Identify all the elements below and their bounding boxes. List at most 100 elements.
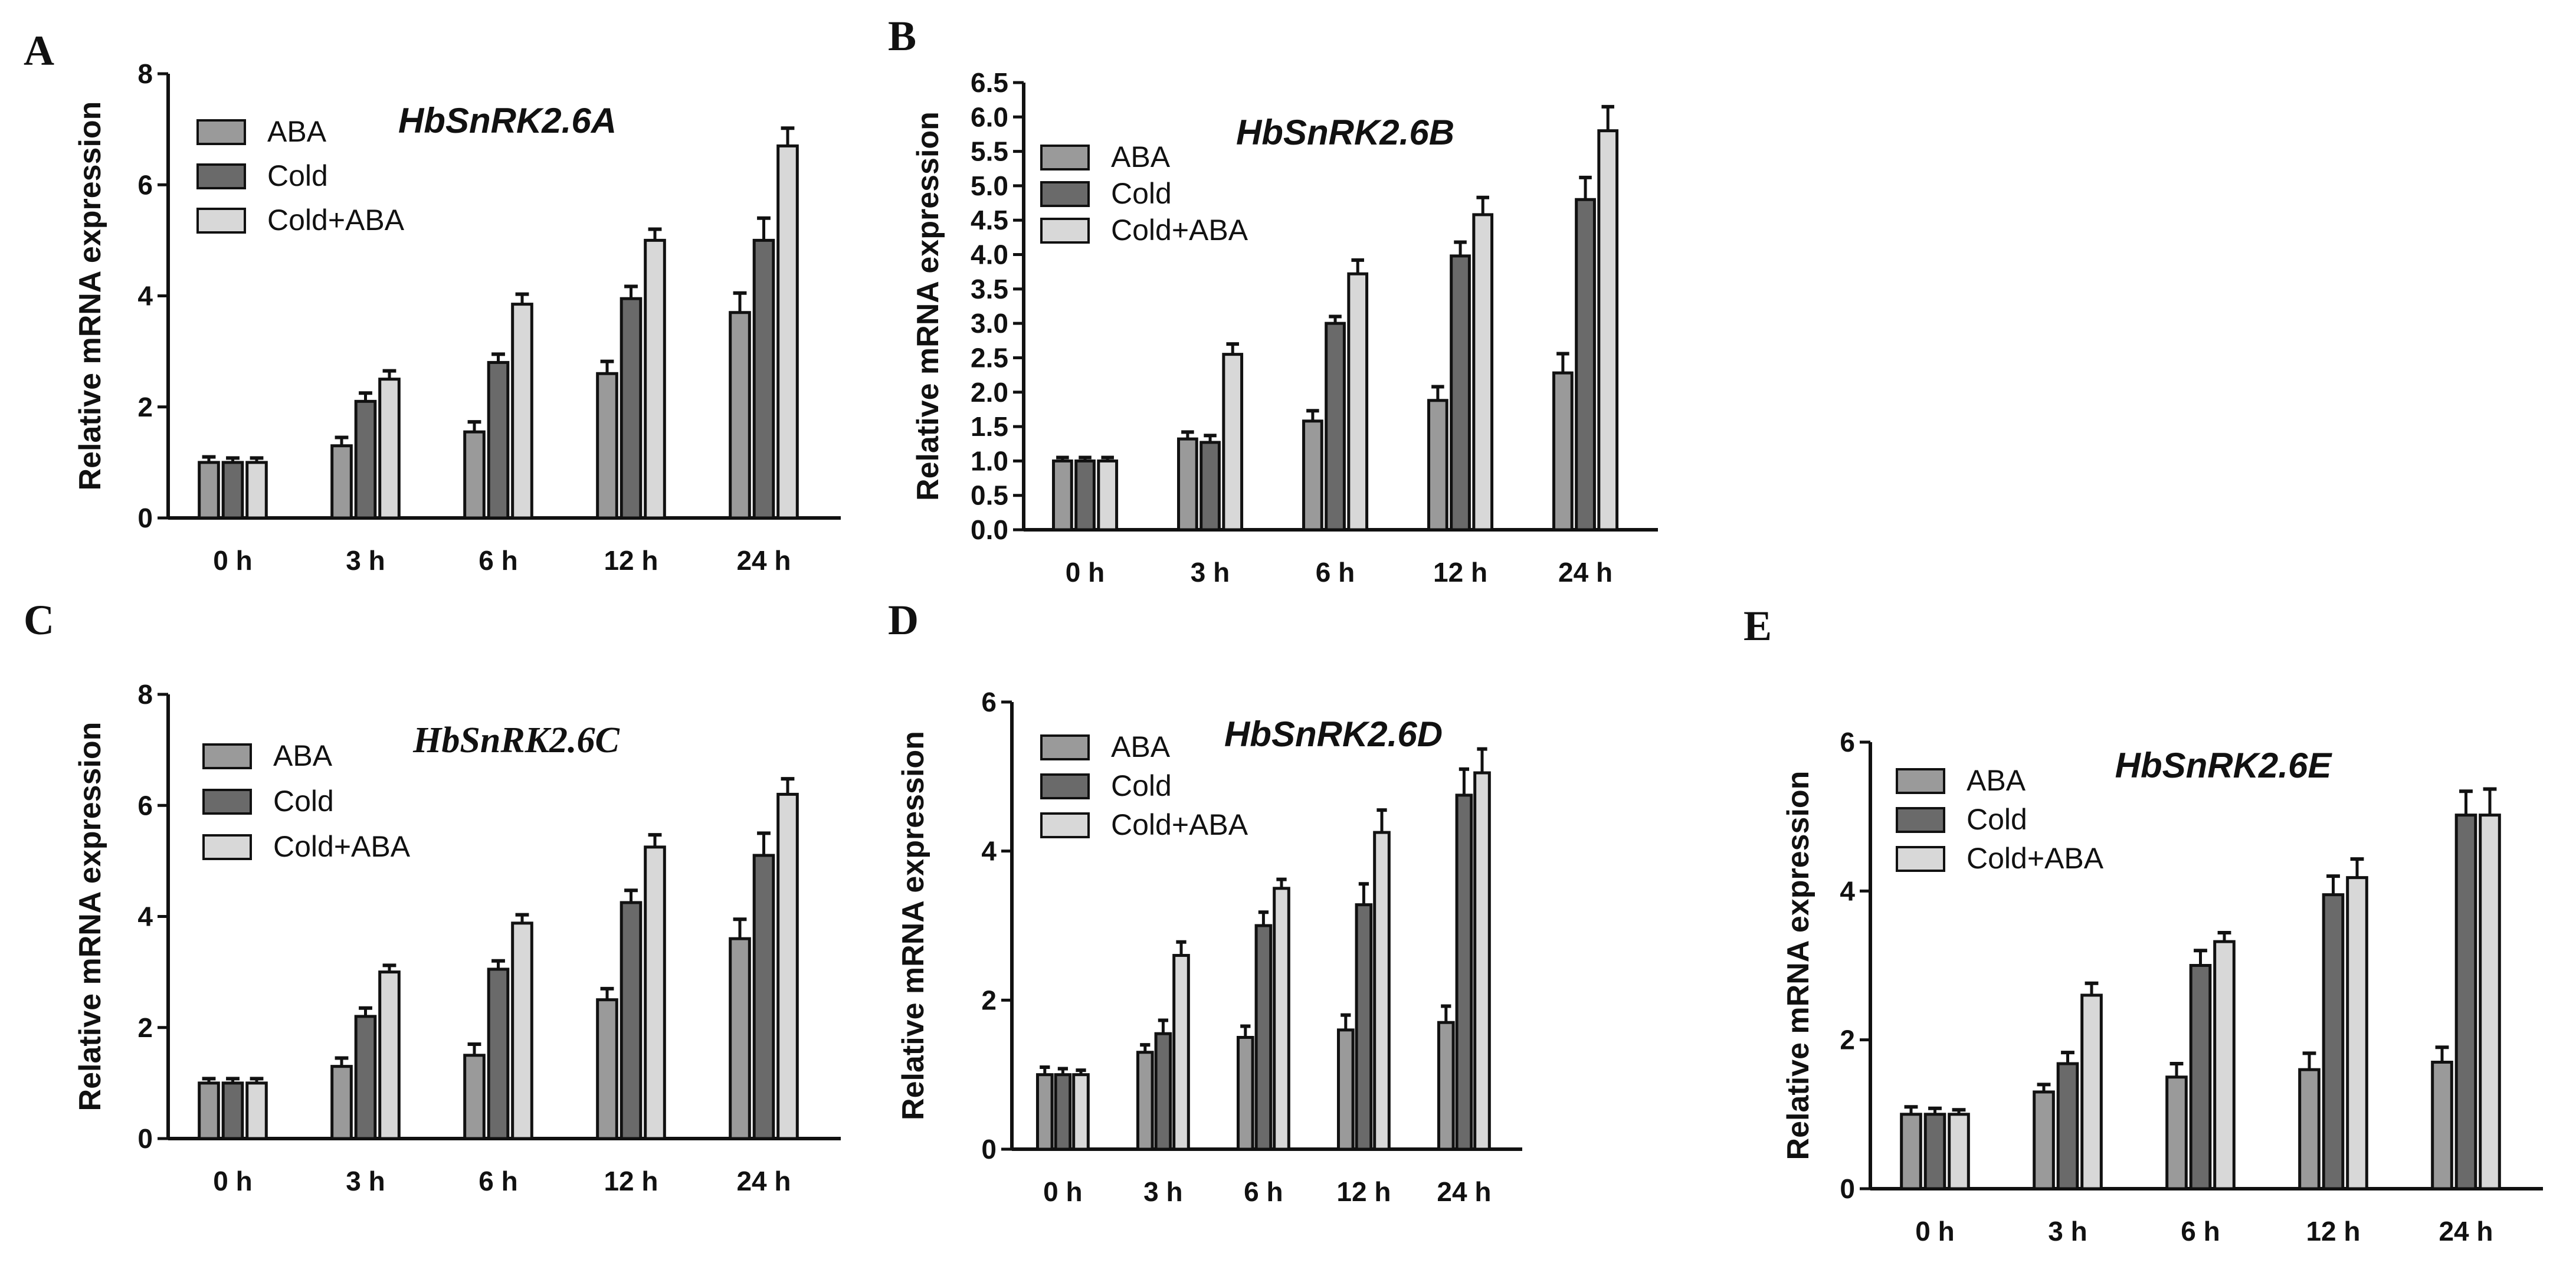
x-tick-label: 0 h	[213, 545, 252, 576]
x-tick-label: 24 h	[1558, 557, 1613, 588]
y-tick-label: 1.0	[971, 445, 1008, 476]
bar-cold	[1074, 459, 1096, 532]
y-tick-label: 1.5	[971, 411, 1008, 442]
bar-cold	[752, 238, 775, 520]
bar-aba	[1035, 1073, 1054, 1151]
bar-aba	[198, 461, 220, 520]
y-tick-label: 0	[137, 1123, 153, 1154]
bar-cold	[1355, 903, 1373, 1151]
bar-cold-aba	[378, 970, 401, 1140]
bar-cold	[1923, 1113, 1946, 1190]
bar-cold	[1325, 322, 1346, 532]
bar-cold	[1450, 254, 1471, 532]
chart-panel-b: B 0.00.5 1.01.52.0 2.53.0 3.5 4.0 4.5 5.05.5 6.0…	[888, 12, 1658, 588]
x-tick-label: 0 h	[1915, 1216, 1954, 1247]
bar-cold	[620, 297, 643, 520]
chart-title: HbSnRK2.6C	[412, 720, 620, 760]
legend-label: Cold	[267, 159, 328, 192]
bar-cold-aba	[511, 303, 533, 520]
bar-aba	[596, 372, 618, 520]
bar-aba	[330, 1065, 353, 1140]
y-tick-label: 8	[137, 58, 153, 89]
bar-aba	[729, 937, 751, 1140]
chart-title: HbSnRK2.6A	[398, 101, 617, 140]
legend-swatch	[1040, 773, 1090, 799]
legend-label: Cold	[1111, 769, 1172, 802]
legend-label: Cold+ABA	[1111, 214, 1248, 247]
legend-label: Cold	[1111, 177, 1172, 210]
legend-swatch	[196, 163, 246, 189]
x-tick-label: 3 h	[346, 1166, 385, 1196]
bar-cold-aba	[2346, 876, 2368, 1190]
legend-label: ABA	[273, 739, 333, 772]
y-tick-label: 6.0	[971, 101, 1008, 132]
bar-cold-aba	[1222, 353, 1244, 532]
legend-swatch	[1040, 734, 1090, 760]
bar-cold-aba	[1597, 129, 1619, 532]
x-tick-label: 12 h	[1433, 557, 1487, 588]
bar-aba	[1136, 1051, 1154, 1151]
bar-aba	[1552, 371, 1574, 532]
y-tick-label: 0.5	[971, 480, 1008, 511]
y-tick-label: 6	[1840, 727, 1855, 757]
y-tick-label: 2	[1840, 1025, 1855, 1055]
x-tick-label: 3 h	[1191, 557, 1230, 588]
bar-cold	[221, 1081, 244, 1140]
bar-aba	[1236, 1036, 1254, 1151]
bar-aba	[1437, 1021, 1455, 1151]
legend-label: Cold+ABA	[1111, 808, 1248, 841]
panel-letter: D	[888, 596, 919, 644]
x-tick-label: 6 h	[2181, 1216, 2220, 1247]
bar-cold	[2454, 814, 2477, 1190]
legend-label: Cold+ABA	[273, 830, 411, 863]
y-tick-label: 2	[981, 985, 997, 1015]
bar-aba	[2431, 1061, 2453, 1190]
bar-cold-aba	[378, 378, 401, 520]
x-tick-label: 12 h	[604, 545, 658, 576]
y-tick-label: 2	[137, 1012, 153, 1043]
bar-cold-aba	[1373, 831, 1391, 1151]
chart-title: HbSnRK2.6E	[2115, 746, 2333, 785]
y-tick-label: 4.5	[971, 205, 1008, 235]
x-tick-label: 3 h	[2048, 1216, 2087, 1247]
bar-cold	[1575, 198, 1596, 532]
bar-cold-aba	[245, 1081, 268, 1140]
legend-label: Cold+ABA	[267, 204, 405, 237]
bar-cold-aba	[2213, 940, 2236, 1190]
y-tick-label: 6	[981, 687, 997, 717]
legend-swatch	[196, 208, 246, 234]
legend-swatch	[1040, 812, 1090, 838]
x-tick-label: 6 h	[1244, 1176, 1283, 1207]
bar-aba	[1336, 1028, 1355, 1151]
x-tick-label: 12 h	[604, 1166, 658, 1196]
legend-swatch	[196, 119, 246, 145]
legend-swatch	[202, 743, 252, 769]
bar-aba	[2165, 1075, 2188, 1190]
y-tick-label: 4	[137, 901, 153, 932]
y-tick-label: 0	[981, 1134, 997, 1165]
bar-aba	[463, 1054, 486, 1140]
y-tick-label: 6.5	[971, 67, 1008, 98]
y-axis-label: Relative mRNA expression	[1781, 771, 1815, 1160]
panel-letter: B	[888, 12, 916, 60]
legend-swatch	[1040, 218, 1090, 244]
chart-title: HbSnRK2.6B	[1236, 113, 1454, 152]
y-tick-label: 2.5	[971, 342, 1008, 373]
bar-aba	[2033, 1090, 2055, 1190]
y-axis-label: Relative mRNA expression	[73, 101, 107, 491]
bar-cold-aba	[776, 144, 799, 520]
bar-aba	[2298, 1068, 2321, 1190]
y-tick-label: 3.5	[971, 274, 1008, 304]
bar-aba	[596, 998, 618, 1140]
legend-label: Cold+ABA	[1967, 842, 2104, 875]
y-tick-label: 0	[1840, 1173, 1855, 1204]
y-tick-label: 2	[137, 392, 153, 422]
y-tick-label: 5.5	[971, 136, 1008, 167]
bar-aba	[1427, 399, 1448, 532]
chart-title: HbSnRK2.6D	[1224, 714, 1443, 754]
bar-cold	[2189, 964, 2212, 1190]
bar-cold	[1199, 441, 1221, 532]
bar-cold-aba	[644, 845, 666, 1140]
legend-label: Cold	[273, 785, 334, 818]
